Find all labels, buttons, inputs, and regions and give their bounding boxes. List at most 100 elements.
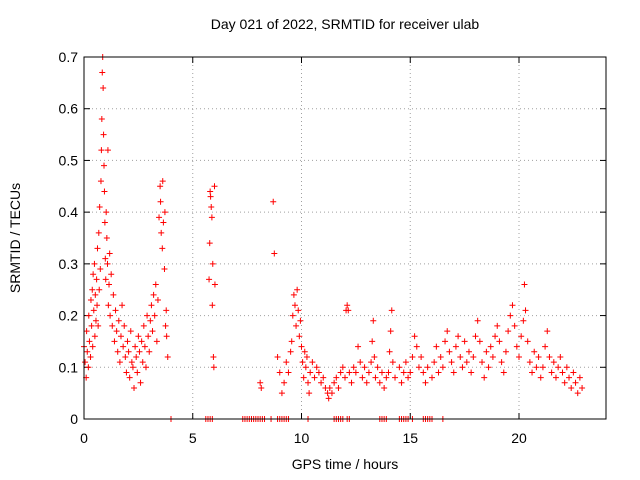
data-point [521, 281, 528, 288]
data-point [548, 369, 555, 376]
data-point [281, 379, 288, 386]
data-point [305, 379, 312, 386]
data-point [333, 374, 340, 381]
data-point [522, 307, 529, 314]
data-point [297, 317, 304, 324]
data-point [211, 183, 218, 190]
data-point [88, 322, 95, 329]
data-point [141, 343, 148, 350]
data-point [516, 353, 522, 360]
data-point [208, 214, 215, 221]
data-point [552, 374, 559, 381]
data-point [470, 353, 477, 360]
data-point [424, 364, 431, 371]
data-point [138, 338, 145, 345]
data-point [381, 384, 388, 391]
data-point [294, 286, 301, 293]
data-point [579, 384, 586, 391]
data-point [153, 338, 160, 345]
data-point [383, 374, 390, 381]
data-point [114, 348, 121, 355]
y-tick-label: 0.4 [59, 204, 79, 220]
data-point [101, 162, 108, 169]
data-point [128, 359, 135, 366]
data-point [146, 348, 153, 355]
x-tick-label: 0 [80, 430, 88, 446]
data-point [370, 317, 377, 324]
data-point [492, 333, 499, 340]
data-point [422, 379, 429, 386]
data-point [131, 384, 138, 391]
data-point [325, 395, 332, 402]
data-point [287, 348, 294, 355]
data-point [163, 307, 170, 314]
data-point [271, 250, 278, 257]
data-point [91, 333, 98, 340]
data-point [320, 374, 327, 381]
data-point [209, 260, 216, 267]
data-point [91, 260, 98, 267]
data-point [126, 374, 133, 381]
data-point [93, 276, 100, 283]
data-point [117, 333, 124, 340]
data-point [137, 379, 144, 386]
data-point [487, 343, 494, 350]
data-point [290, 291, 297, 298]
axis-ticks: 0 0.1 0.2 0.3 0.4 0.5 0.6 0.7 0 5 10 15 20 [59, 49, 606, 446]
data-point [135, 333, 142, 340]
y-tick-label: 0.2 [59, 308, 79, 324]
data-point [283, 359, 290, 366]
data-point [106, 250, 113, 257]
data-point [109, 322, 116, 329]
data-point [371, 353, 378, 360]
data-point [420, 369, 427, 376]
data-point [96, 203, 103, 210]
data-point [161, 209, 168, 216]
data-point [561, 379, 568, 386]
data-point [162, 322, 169, 329]
data-point [139, 359, 146, 366]
data-point [207, 193, 214, 200]
data-point [257, 379, 264, 386]
y-tick-label: 0.1 [59, 359, 79, 375]
data-point [100, 85, 107, 92]
data-point [520, 317, 527, 324]
data-point [110, 291, 117, 298]
data-point [465, 348, 472, 355]
data-point [376, 379, 383, 386]
data-point [210, 364, 217, 371]
y-tick-label: 0 [70, 411, 78, 427]
data-point [396, 364, 403, 371]
data-point [481, 374, 488, 381]
data-point [85, 312, 92, 319]
data-point [485, 364, 492, 371]
data-point [94, 245, 101, 252]
data-point [450, 369, 457, 376]
data-point [296, 333, 303, 340]
data-point [535, 353, 542, 360]
data-point [95, 229, 102, 236]
data-point [123, 369, 130, 376]
data-point [339, 364, 346, 371]
data-point [392, 374, 399, 381]
data-point [158, 229, 165, 236]
data-point [518, 333, 525, 340]
data-point [299, 359, 306, 366]
data-point [211, 281, 218, 288]
data-point [459, 364, 466, 371]
data-point [289, 312, 296, 319]
data-point [542, 343, 549, 350]
data-point [159, 178, 166, 185]
data-point [298, 343, 305, 350]
data-point [555, 364, 562, 371]
y-tick-label: 0.6 [59, 101, 79, 117]
data-point [104, 260, 111, 267]
data-point [348, 379, 355, 386]
data-point [102, 276, 109, 283]
data-point [293, 322, 300, 329]
data-point [398, 379, 405, 386]
data-point [402, 359, 409, 366]
data-point [557, 353, 564, 360]
data-point [413, 343, 420, 350]
data-point [102, 255, 109, 262]
